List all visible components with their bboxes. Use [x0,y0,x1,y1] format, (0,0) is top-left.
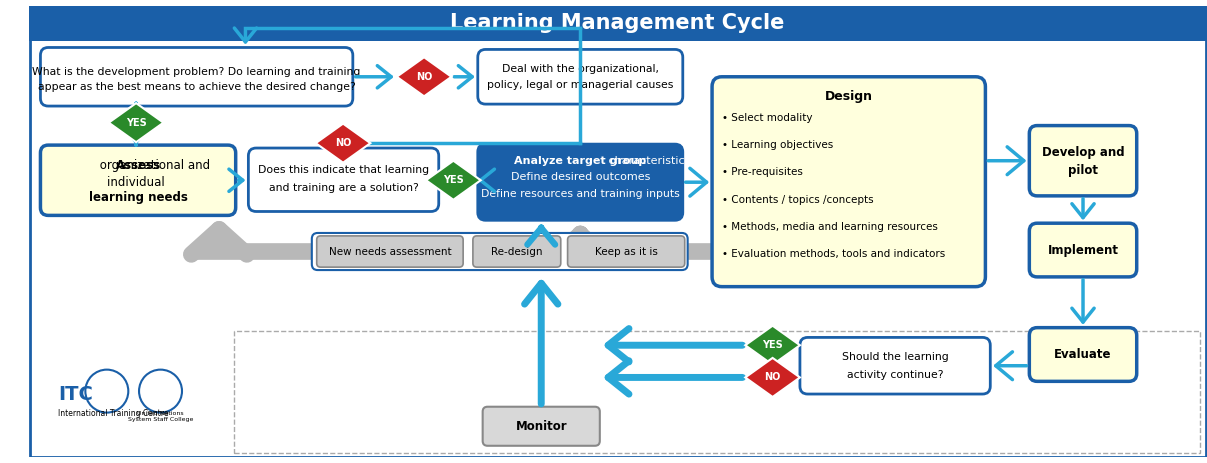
Text: • Evaluation methods, tools and indicators: • Evaluation methods, tools and indicato… [722,250,945,259]
Text: Define desired outcomes: Define desired outcomes [511,172,649,182]
Text: Develop and: Develop and [1042,146,1125,159]
FancyBboxPatch shape [1030,125,1137,196]
FancyBboxPatch shape [41,145,235,215]
Text: YES: YES [762,340,783,350]
Text: activity continue?: activity continue? [847,369,944,380]
Text: Evaluate: Evaluate [1054,348,1112,361]
Text: Implement: Implement [1048,244,1119,257]
Text: Define resources and training inputs: Define resources and training inputs [480,189,680,199]
Text: NO: NO [334,138,351,148]
FancyBboxPatch shape [567,236,684,267]
FancyBboxPatch shape [478,144,683,220]
Text: Monitor: Monitor [515,420,567,433]
Text: Should the learning: Should the learning [841,352,949,362]
Text: pilot: pilot [1068,164,1098,177]
Text: NO: NO [416,72,432,82]
Text: individual: individual [107,175,169,189]
Polygon shape [316,124,371,163]
Text: Analyze target group: Analyze target group [514,156,647,166]
Polygon shape [745,325,800,365]
FancyBboxPatch shape [41,48,352,106]
Text: Deal with the organizational,: Deal with the organizational, [502,64,659,74]
Text: YES: YES [443,175,463,185]
Text: learning needs: learning needs [88,191,187,204]
Text: YES: YES [126,118,146,128]
Text: • Learning objectives: • Learning objectives [722,140,833,150]
Polygon shape [109,103,163,142]
Text: appear as the best means to achieve the desired change?: appear as the best means to achieve the … [37,81,356,92]
Text: • Pre-requisites: • Pre-requisites [722,168,803,177]
Text: International Training Centre: International Training Centre [58,409,169,418]
FancyBboxPatch shape [311,233,688,270]
FancyBboxPatch shape [712,77,985,287]
Text: • Contents / topics /concepts: • Contents / topics /concepts [722,195,874,205]
FancyBboxPatch shape [1030,223,1137,277]
Text: ITC: ITC [58,385,93,404]
Bar [29,6,1207,41]
Text: Design: Design [824,90,873,103]
Text: Does this indicate that learning: Does this indicate that learning [258,165,430,175]
Text: • Select modality: • Select modality [722,113,812,123]
Text: United Nations
System Staff College: United Nations System Staff College [128,411,193,422]
Text: Assess: Assess [116,159,161,172]
Text: organizational and: organizational and [66,159,210,172]
Polygon shape [745,358,800,397]
FancyBboxPatch shape [316,236,463,267]
FancyBboxPatch shape [478,50,683,104]
FancyBboxPatch shape [483,407,600,446]
Text: characteristics.: characteristics. [605,156,694,166]
Text: New needs assessment: New needs assessment [328,246,451,257]
Text: What is the development problem? Do learning and training: What is the development problem? Do lear… [33,67,361,77]
Text: • Methods, media and learning resources: • Methods, media and learning resources [722,222,938,232]
FancyBboxPatch shape [800,338,990,394]
Text: Keep as it is: Keep as it is [595,246,658,257]
Polygon shape [426,161,480,200]
Text: and training are a solution?: and training are a solution? [269,182,419,193]
Text: policy, legal or managerial causes: policy, legal or managerial causes [488,80,674,89]
FancyBboxPatch shape [1030,328,1137,382]
Text: Re-design: Re-design [491,246,543,257]
Text: Learning Management Cycle: Learning Management Cycle [450,13,785,33]
Polygon shape [397,57,451,96]
FancyBboxPatch shape [473,236,561,267]
Text: NO: NO [764,372,781,382]
FancyBboxPatch shape [249,148,438,212]
